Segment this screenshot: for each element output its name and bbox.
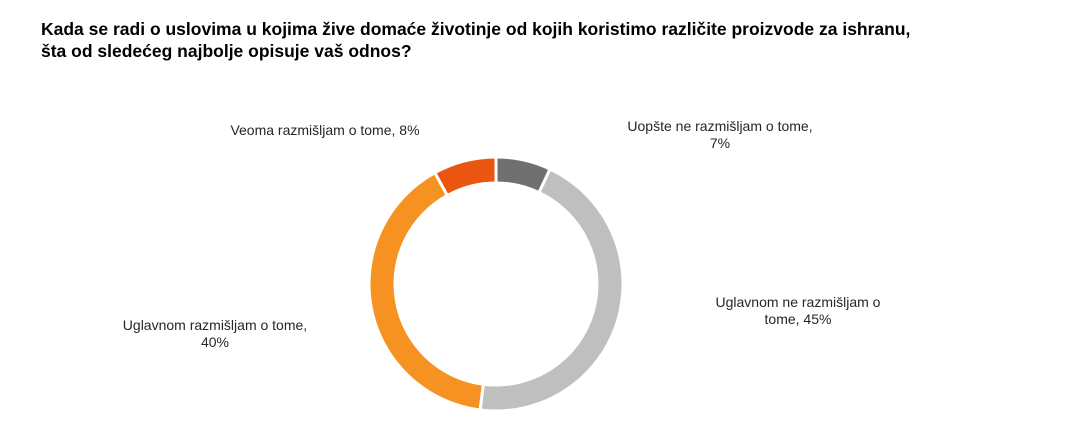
chart-title: Kada se radi o uslovima u kojima žive do… [41, 18, 1041, 62]
data-label-uglavnom: Uglavnom razmišljam o tome, 40% [100, 317, 330, 351]
donut-slice-uglavnom-ne-razmi-ljam-o-tome [478, 167, 625, 413]
donut-slice-uglavnom-razmi-ljam-o-tome [367, 170, 486, 412]
data-label-uglavnom-line-1: Uglavnom razmišljam o tome, [122, 317, 308, 333]
data-label-uglavnom-line-2: 40% [200, 334, 230, 350]
chart-title-line-1: Kada se radi o uslovima u kojima žive do… [41, 19, 911, 39]
data-label-uglavnom-ne-line-1: Uglavnom ne razmišljam o [715, 294, 881, 310]
data-label-uopste-ne: Uopšte ne razmišljam o tome, 7% [610, 118, 830, 152]
donut-slice-veoma-razmi-ljam-o-tome [432, 155, 498, 198]
data-label-uglavnom-ne-line-2: tome, 45% [764, 311, 832, 327]
data-label-uglavnom-ne: Uglavnom ne razmišljam o tome, 45% [688, 294, 908, 328]
data-label-uopste-ne-line-1: Uopšte ne razmišljam o tome, [627, 118, 813, 134]
data-label-uopste-ne-line-2: 7% [709, 135, 731, 151]
chart-title-line-2: šta od sledećeg najbolje opisuje vaš odn… [41, 41, 412, 61]
data-label-veoma-line-1: Veoma razmišljam o tome, 8% [230, 122, 420, 138]
data-label-veoma: Veoma razmišljam o tome, 8% [205, 122, 445, 139]
